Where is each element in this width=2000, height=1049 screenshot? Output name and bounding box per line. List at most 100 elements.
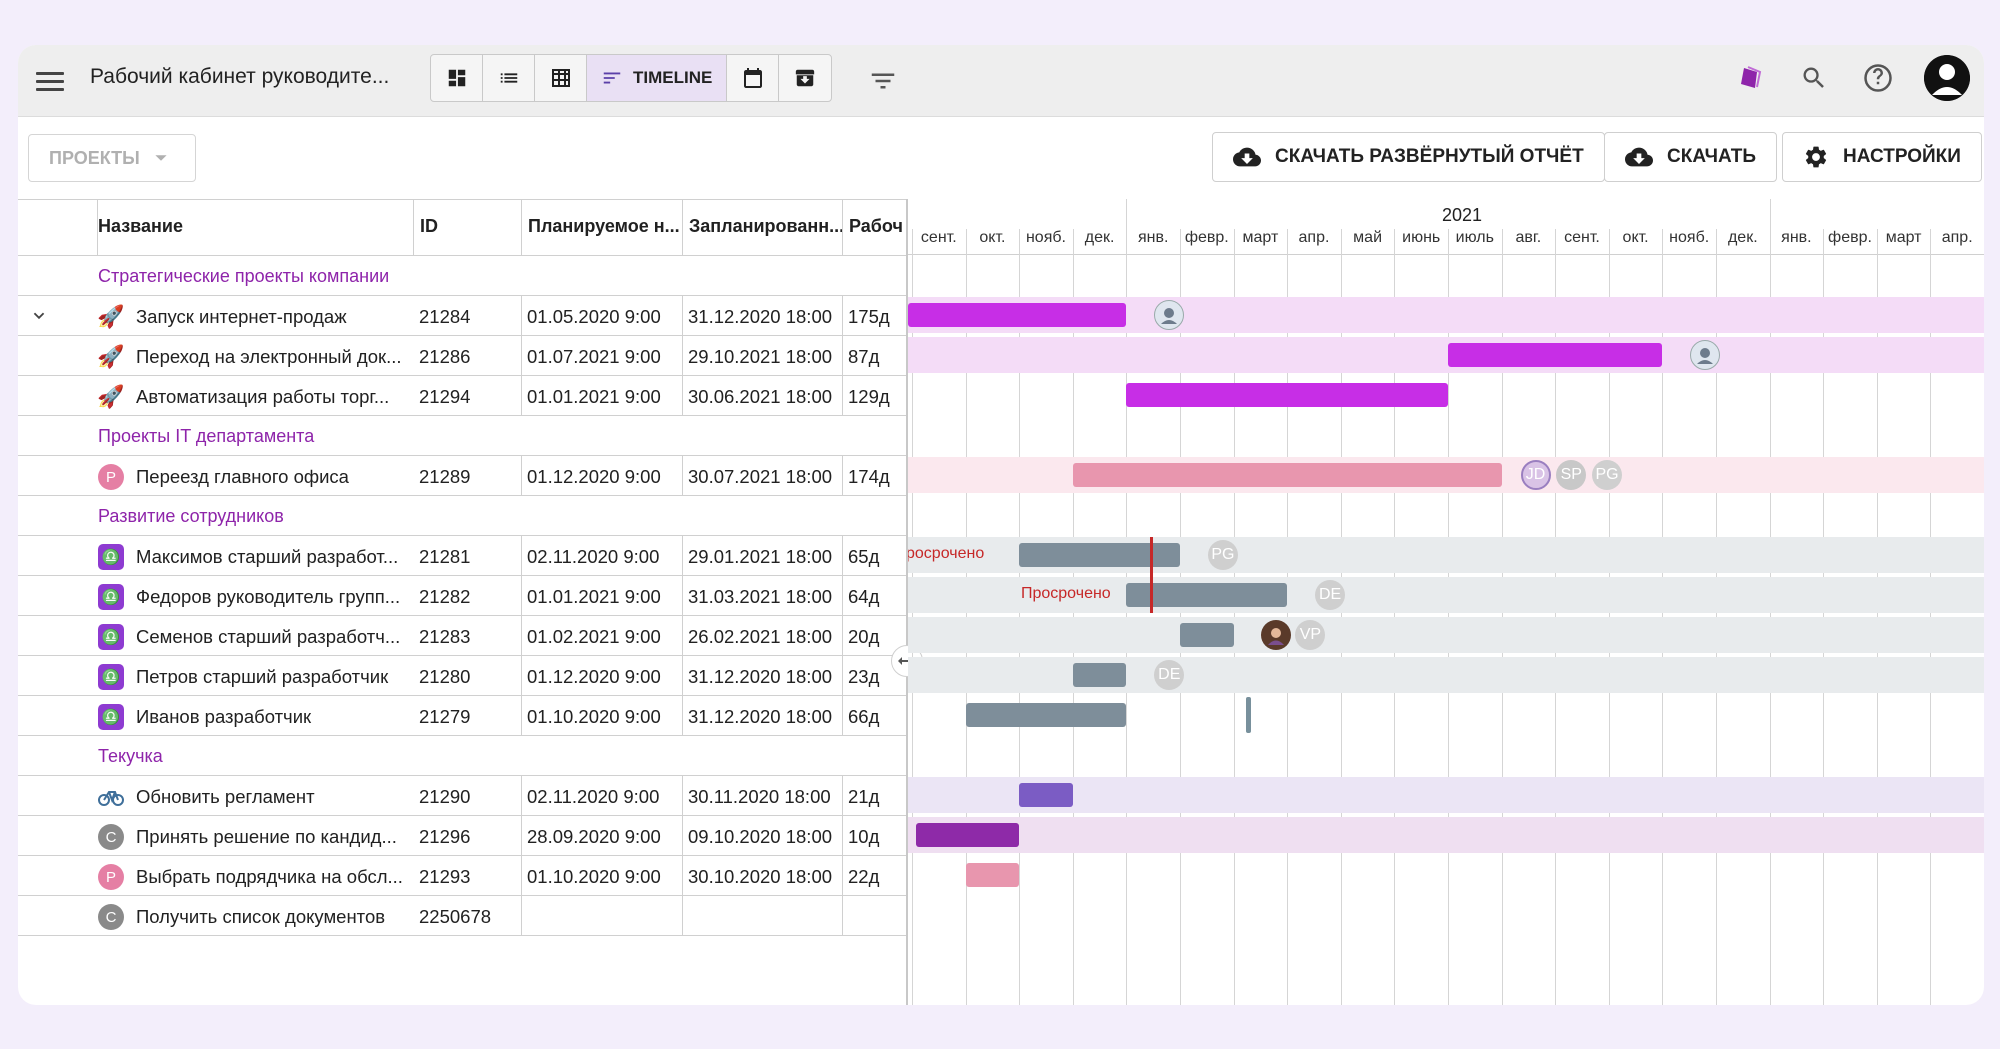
settings-button[interactable]: НАСТРОЙКИ [1782, 132, 1982, 182]
table-row[interactable]: P Выбрать подрядчика на обсл... 21293 01.10… [18, 856, 906, 896]
task-end: 29.01.2021 18:00 [683, 536, 843, 575]
group-row[interactable]: Стратегические проекты компании [18, 256, 906, 296]
search-icon[interactable] [1796, 60, 1832, 96]
overdue-label: росрочено [908, 545, 985, 562]
task-name[interactable]: Переход на электронный док... [136, 346, 402, 367]
timeline-view-button[interactable]: TIMELINE [587, 55, 728, 101]
task-name[interactable]: Обновить регламент [136, 786, 315, 807]
task-name[interactable]: Иванов разработчик [136, 706, 312, 727]
calendar-view-button[interactable] [727, 55, 780, 101]
assignee-photo[interactable] [1261, 620, 1292, 650]
task-bar[interactable] [1019, 543, 1180, 567]
account-avatar[interactable] [1924, 55, 1970, 101]
letter-avatar: C [98, 824, 124, 850]
row-highlight [908, 617, 1984, 653]
task-name[interactable]: Выбрать подрядчика на обсл... [136, 866, 403, 887]
archive-view-button[interactable] [779, 55, 831, 101]
filter-icon[interactable] [868, 66, 898, 96]
grid-header: Название ID Планируемое н... Запланирова… [18, 200, 906, 256]
task-bar[interactable] [915, 823, 1020, 847]
assignee-photo[interactable] [1690, 340, 1721, 370]
assignee-avatar[interactable]: PG [1592, 460, 1622, 490]
task-bar[interactable] [965, 703, 1127, 727]
table-view-button[interactable] [535, 55, 587, 101]
column-header-work[interactable]: Рабоч [849, 216, 903, 236]
task-start: 01.10.2020 9:00 [522, 696, 683, 735]
task-name[interactable]: Переезд главного офиса [136, 466, 349, 487]
task-bar[interactable] [965, 863, 1020, 887]
task-bar[interactable] [1072, 663, 1127, 687]
task-end: 31.12.2020 18:00 [683, 696, 843, 735]
task-bar[interactable] [1448, 343, 1663, 367]
column-header-planned-start[interactable]: Планируемое н... [522, 200, 683, 256]
chevron-down-icon[interactable] [28, 305, 50, 327]
month-label: июль [1455, 229, 1494, 246]
download-full-report-button[interactable]: СКАЧАТЬ РАЗВЁРНУТЫЙ ОТЧЁТ [1212, 132, 1605, 182]
task-bar[interactable] [1180, 623, 1234, 647]
task-start: 28.09.2020 9:00 [522, 816, 683, 855]
column-header-id[interactable]: ID [414, 200, 522, 256]
assignee-photo[interactable] [1154, 300, 1185, 330]
list-view-button[interactable] [483, 55, 535, 101]
task-work: 64д [848, 586, 880, 607]
task-name[interactable]: Федоров руководитель групп... [136, 586, 401, 607]
task-name[interactable]: Петров старший разработчик [136, 666, 389, 687]
month-label: янв. [1137, 229, 1169, 246]
table-row[interactable]: ♎ Максимов старший разработ... 21281 02.11.… [18, 536, 906, 576]
task-bar[interactable] [1126, 383, 1448, 407]
dashboard-view-button[interactable] [431, 55, 483, 101]
task-end [683, 896, 843, 935]
table-row[interactable]: P Переезд главного офиса 21289 01.12.2020 9… [18, 456, 906, 496]
assignee-avatar[interactable]: DE [1154, 660, 1185, 690]
table-row[interactable]: ♎ Петров старший разработчик 21280 01.12.20… [18, 656, 906, 696]
table-row[interactable]: C Получить список документов 2250678 [18, 896, 906, 936]
task-bar[interactable] [1072, 463, 1502, 487]
libra-icon: ♎ [98, 664, 124, 690]
month-label: нояб. [1025, 229, 1066, 246]
help-icon[interactable] [1860, 60, 1896, 96]
table-row[interactable]: 🚀 Запуск интернет-продаж 21284 01.05.2020 9… [18, 296, 906, 336]
cloud-download-icon [1625, 147, 1653, 167]
task-name[interactable]: Запуск интернет-продаж [136, 306, 347, 327]
assignee-avatar[interactable]: SP [1556, 460, 1587, 490]
table-row[interactable]: C Принять решение по кандид... 21296 28.09.… [18, 816, 906, 856]
column-header-name[interactable]: Название [92, 200, 414, 256]
task-bar[interactable] [1126, 583, 1288, 607]
task-name[interactable]: Принять решение по кандид... [136, 826, 397, 847]
table-row[interactable]: 🚀 Переход на электронный док... 21286 01.07… [18, 336, 906, 376]
assignee-avatar[interactable]: JD [1520, 460, 1551, 490]
task-name[interactable]: Максимов старший разработ... [136, 546, 399, 567]
group-row[interactable]: Развитие сотрудников [18, 496, 906, 536]
download-button[interactable]: СКАЧАТЬ [1604, 132, 1777, 182]
projects-select-label: ПРОЕКТЫ [49, 147, 140, 168]
task-start: 01.02.2021 9:00 [522, 616, 683, 655]
column-header-planned-end[interactable]: Запланированн... [683, 200, 843, 256]
menu-icon[interactable] [36, 67, 64, 95]
assignee-avatar[interactable]: VP [1295, 620, 1326, 650]
table-row[interactable]: Обновить регламент 21290 02.11.2020 9:00 30… [18, 776, 906, 816]
month-label: февр. [1828, 229, 1872, 246]
list-icon [500, 73, 517, 83]
group-row[interactable]: Текучка [18, 736, 906, 776]
assignee-avatar[interactable]: PG [1207, 540, 1238, 570]
task-name[interactable]: Семенов старший разработч... [136, 626, 401, 647]
tag-icon[interactable] [1732, 60, 1768, 96]
table-row[interactable]: ♎ Федоров руководитель групп... 21282 01.01… [18, 576, 906, 616]
task-name[interactable]: Получить список документов [136, 906, 386, 927]
task-id: 21296 [414, 816, 522, 855]
task-bar[interactable] [1019, 783, 1073, 807]
cloud-download-icon [1233, 147, 1261, 167]
task-name[interactable]: Автоматизация работы торг... [136, 386, 390, 407]
table-row[interactable]: ♎ Иванов разработчик 21279 01.10.2020 9:00 3… [18, 696, 906, 736]
table-row[interactable]: ♎ Семенов старший разработч... 21283 01.02.… [18, 616, 906, 656]
task-end: 30.10.2020 18:00 [683, 856, 843, 895]
task-bar[interactable] [908, 303, 1127, 327]
task-end: 09.10.2020 18:00 [683, 816, 843, 855]
row-highlight [908, 817, 1984, 853]
assignee-avatar[interactable]: DE [1315, 580, 1346, 610]
group-row[interactable]: Проекты IT департамента [18, 416, 906, 456]
table-row[interactable]: 🚀 Автоматизация работы торг... 21294 01.01.… [18, 376, 906, 416]
milestone-marker[interactable] [1246, 697, 1252, 733]
projects-select[interactable]: ПРОЕКТЫ [28, 134, 196, 182]
month-label: май [1353, 229, 1383, 246]
